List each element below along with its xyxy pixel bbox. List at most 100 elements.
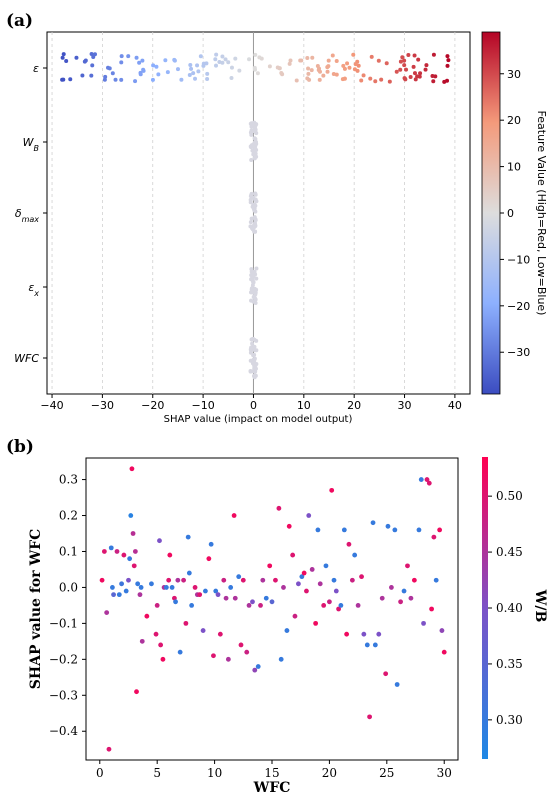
panel-a-point: [369, 54, 374, 59]
panel-a-point: [394, 69, 399, 74]
panel-b-point: [309, 567, 315, 572]
panel-a-point: [305, 56, 310, 61]
panel-b-point: [304, 588, 309, 594]
panel-b-point: [333, 588, 339, 594]
panel-a-point: [331, 71, 336, 76]
panel-a-point: [249, 286, 254, 291]
panel-b-y-tick-label: −0.4: [49, 724, 79, 738]
panel-b-point: [154, 603, 160, 608]
panel-a-point: [248, 369, 253, 374]
panel-b-point: [346, 541, 352, 547]
panel-a-point: [254, 361, 259, 366]
panel-a-point: [280, 72, 285, 77]
panel-a-point: [249, 277, 254, 282]
panel-a-point: [68, 77, 73, 82]
panel-a-point: [326, 58, 331, 63]
panel-a-point: [412, 71, 417, 76]
panel-a-point: [446, 58, 451, 63]
panel-a-point: [61, 52, 66, 57]
panel-b-point: [228, 585, 234, 590]
panel-b-point: [392, 527, 398, 533]
panel-a-point: [310, 55, 315, 60]
panel-a-point: [163, 58, 168, 63]
panel-a-point: [89, 52, 94, 57]
panel-b-points: [99, 466, 447, 752]
panel-a-colorbar-tick-label: −10: [507, 253, 530, 266]
panel-b-point: [379, 595, 385, 601]
panel-b-point: [223, 595, 229, 601]
panel-b-colorbar-tick-label: 0.45: [496, 545, 523, 559]
panel-a-x-ticks: −40 −30 −20 −10 0 10 20 30 40: [40, 394, 462, 412]
panel-b-point: [231, 513, 237, 518]
panel-b-point: [101, 549, 107, 554]
panel-b-point: [211, 653, 216, 659]
panel-a-x-tick-label: −20: [141, 399, 164, 412]
panel-a-point: [110, 71, 115, 76]
panel-b-x-tick-label: 15: [264, 766, 279, 780]
panel-a-point: [193, 76, 198, 81]
panel-a-point: [315, 64, 320, 69]
panel-a-point: [102, 77, 107, 82]
panel-a-point: [418, 71, 423, 76]
panel-b-point: [394, 682, 400, 687]
panel-a-point: [229, 65, 234, 70]
panel-b-point: [372, 642, 378, 648]
panel-a-point: [415, 74, 420, 79]
panel-a-point: [359, 78, 364, 83]
panel-a-point: [226, 60, 231, 65]
panel-a-point: [318, 69, 323, 74]
panel-b-point: [189, 603, 195, 608]
panel-a-x-tick-label: 10: [297, 399, 311, 412]
panel-b-point: [203, 588, 208, 594]
panel-b-point: [183, 620, 189, 626]
panel-b-point: [232, 595, 238, 601]
panel-b-x-tick-label: 10: [207, 766, 222, 780]
panel-a-point: [249, 191, 254, 196]
panel-b-point: [286, 523, 292, 529]
panel-a-point: [325, 69, 330, 74]
panel-a-point: [251, 129, 256, 134]
panel-a-feature-labels: ε WB δmax εx WFC: [14, 62, 47, 365]
panel-a-feature-label: ε: [33, 62, 39, 75]
panel-a-x-axis-title: SHAP value (impact on model output): [164, 414, 353, 425]
panel-b-point: [344, 631, 350, 637]
panel-a-feature-label: WB: [23, 136, 39, 153]
panel-b-y-tick-label: −0.3: [49, 688, 78, 702]
panel-a-point: [351, 52, 356, 57]
panel-a-point: [205, 71, 210, 76]
panel-b-colorbar: [482, 457, 488, 759]
panel-a-point: [156, 72, 161, 77]
panel-a-colorbar-tick-label: 20: [507, 114, 521, 127]
panel-a-point: [249, 267, 254, 272]
panel-b-point: [376, 631, 382, 637]
panel-a-point: [253, 136, 258, 141]
panel-a-point: [317, 77, 322, 82]
panel-a-point: [252, 352, 257, 357]
panel-b-point: [385, 523, 391, 529]
panel-a-point: [404, 67, 409, 72]
panel-b-point: [240, 577, 246, 583]
panel-a-colorbar-tick-label: 0: [507, 207, 514, 220]
panel-a-point: [305, 76, 310, 81]
panel-b-point: [186, 570, 192, 576]
panel-a-point: [254, 131, 259, 136]
panel-a-point: [413, 77, 418, 82]
panel-a-feature-label: δmax: [15, 207, 39, 224]
panel-b-point: [439, 628, 445, 633]
panel-b-point: [327, 599, 332, 605]
panel-b-label: (b): [6, 437, 34, 457]
panel-b-point: [437, 527, 443, 533]
panel-b-point: [263, 595, 269, 601]
panel-a-colorbar-ticks: −30 −20 −10 0 10 20 30: [500, 68, 530, 359]
panel-a-gridlines: [51, 32, 456, 394]
panel-b-x-tick-label: 25: [379, 766, 394, 780]
panel-a-point: [408, 75, 413, 80]
panel-a-point: [254, 276, 259, 281]
panel-b-point: [215, 592, 221, 598]
panel-b-point: [278, 656, 284, 662]
panel-a-point: [64, 58, 69, 63]
panel-a-point: [321, 73, 326, 78]
panel-b-point: [200, 628, 206, 633]
panel-b-point: [421, 620, 426, 626]
panel-a-point: [253, 52, 258, 57]
